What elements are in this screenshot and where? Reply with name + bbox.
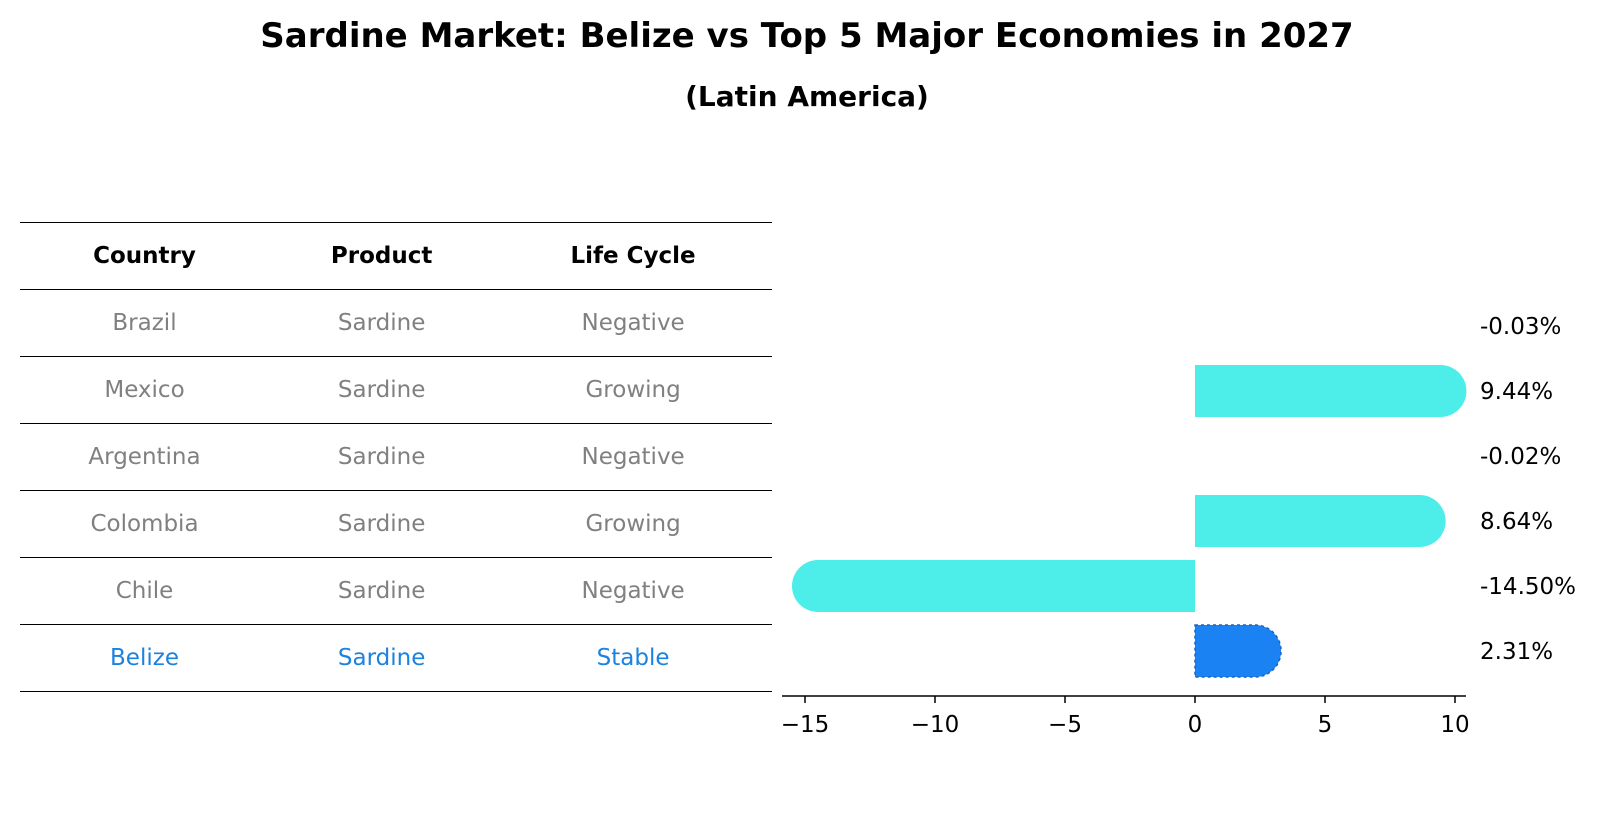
bar-chart: -0.03% 9.44% -0.02% 8.64% -14.50% 2.31% −15 −10… bbox=[781, 314, 1576, 738]
cell-country: Mexico bbox=[20, 356, 270, 424]
cell-life-cycle: Negative bbox=[494, 557, 772, 625]
life-cycle-table: Country Product Life Cycle Brazil Sardin… bbox=[20, 222, 772, 692]
cell-country: Belize bbox=[20, 624, 270, 692]
cell-life-cycle: Growing bbox=[494, 356, 772, 424]
table-header-row: Country Product Life Cycle bbox=[20, 222, 772, 290]
cell-product: Sardine bbox=[269, 423, 495, 491]
cell-country: Brazil bbox=[20, 289, 270, 357]
x-tick-label: 10 bbox=[1440, 712, 1469, 738]
cell-life-cycle: Stable bbox=[494, 624, 772, 692]
cell-life-cycle: Growing bbox=[494, 490, 772, 558]
header-product: Product bbox=[269, 222, 495, 290]
table-row: Mexico Sardine Growing bbox=[20, 356, 772, 424]
cell-country: Colombia bbox=[20, 490, 270, 558]
cell-product: Sardine bbox=[269, 624, 495, 692]
x-tick-label: −15 bbox=[781, 712, 830, 738]
cell-country: Chile bbox=[20, 557, 270, 625]
bar-colombia bbox=[1195, 495, 1446, 547]
cell-product: Sardine bbox=[269, 289, 495, 357]
value-label: -14.50% bbox=[1480, 574, 1576, 600]
table-row: Argentina Sardine Negative bbox=[20, 423, 772, 491]
header-life-cycle: Life Cycle bbox=[494, 222, 772, 290]
x-tick-label: 5 bbox=[1318, 712, 1333, 738]
bar-mexico bbox=[1195, 365, 1467, 417]
chart-subtitle: (Latin America) bbox=[685, 80, 929, 113]
value-label: -0.03% bbox=[1480, 314, 1561, 340]
cell-product: Sardine bbox=[269, 490, 495, 558]
x-tick-label: −10 bbox=[911, 712, 960, 738]
bar-belize bbox=[1194, 624, 1282, 678]
value-label: 8.64% bbox=[1480, 509, 1553, 535]
table-row-highlighted: Belize Sardine Stable bbox=[20, 624, 772, 692]
cell-life-cycle: Negative bbox=[494, 289, 772, 357]
table-row: Colombia Sardine Growing bbox=[20, 490, 772, 558]
table-row: Brazil Sardine Negative bbox=[20, 289, 772, 357]
cell-product: Sardine bbox=[269, 356, 495, 424]
cell-product: Sardine bbox=[269, 557, 495, 625]
value-label: -0.02% bbox=[1480, 444, 1561, 470]
cell-life-cycle: Negative bbox=[494, 423, 772, 491]
x-tick-label: 0 bbox=[1188, 712, 1203, 738]
chart-title: Sardine Market: Belize vs Top 5 Major Ec… bbox=[260, 16, 1354, 56]
header-country: Country bbox=[20, 222, 270, 290]
value-label: 9.44% bbox=[1480, 379, 1553, 405]
x-tick-label: −5 bbox=[1048, 712, 1082, 738]
value-label: 2.31% bbox=[1480, 639, 1553, 665]
table-row: Chile Sardine Negative bbox=[20, 557, 772, 625]
bar-chile bbox=[792, 560, 1195, 612]
cell-country: Argentina bbox=[20, 423, 270, 491]
